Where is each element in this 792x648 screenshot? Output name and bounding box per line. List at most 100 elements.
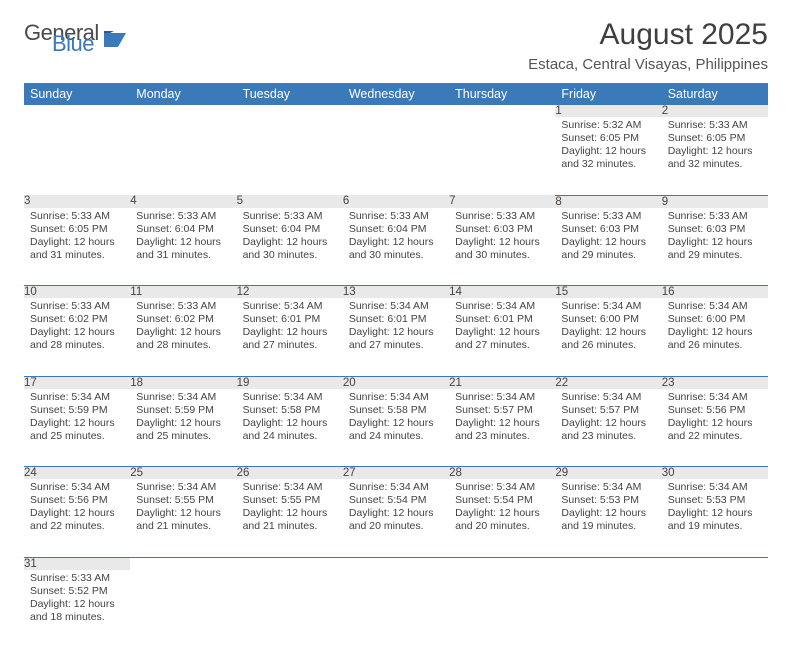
day-details: Sunrise: 5:34 AMSunset: 6:01 PMDaylight:… — [449, 298, 555, 357]
calendar-table: SundayMondayTuesdayWednesdayThursdayFrid… — [24, 83, 768, 648]
day-number-cell: 19 — [237, 376, 343, 389]
sunrise-text: Sunrise: 5:34 AM — [455, 391, 549, 404]
sunset-text: Sunset: 5:58 PM — [243, 404, 337, 417]
sunrise-text: Sunrise: 5:34 AM — [243, 481, 337, 494]
sunset-text: Sunset: 6:02 PM — [30, 313, 124, 326]
day-cell: Sunrise: 5:34 AMSunset: 5:57 PMDaylight:… — [555, 389, 661, 467]
sunset-text: Sunset: 5:58 PM — [349, 404, 443, 417]
day-details: Sunrise: 5:33 AMSunset: 6:04 PMDaylight:… — [130, 208, 236, 267]
day-details: Sunrise: 5:34 AMSunset: 5:53 PMDaylight:… — [555, 479, 661, 538]
day-number-cell: 28 — [449, 467, 555, 480]
day-cell: Sunrise: 5:34 AMSunset: 5:53 PMDaylight:… — [662, 479, 768, 557]
sunset-text: Sunset: 5:53 PM — [561, 494, 655, 507]
day-details: Sunrise: 5:33 AMSunset: 6:05 PMDaylight:… — [24, 208, 130, 267]
daylight-text: Daylight: 12 hours and 30 minutes. — [455, 236, 549, 262]
sunset-text: Sunset: 6:05 PM — [30, 223, 124, 236]
day-number-cell — [343, 105, 449, 117]
sunrise-text: Sunrise: 5:34 AM — [30, 391, 124, 404]
day-number-cell: 24 — [24, 467, 130, 480]
day-number-cell: 31 — [24, 557, 130, 570]
sunrise-text: Sunrise: 5:34 AM — [668, 481, 762, 494]
daylight-text: Daylight: 12 hours and 20 minutes. — [455, 507, 549, 533]
logo: General Blue — [24, 18, 132, 53]
day-number-cell — [343, 557, 449, 570]
day-number-cell: 10 — [24, 286, 130, 299]
day-number-cell: 22 — [555, 376, 661, 389]
day-number-cell: 21 — [449, 376, 555, 389]
daylight-text: Daylight: 12 hours and 23 minutes. — [455, 417, 549, 443]
day-number-cell — [130, 557, 236, 570]
day-details: Sunrise: 5:34 AMSunset: 5:54 PMDaylight:… — [343, 479, 449, 538]
sunrise-text: Sunrise: 5:34 AM — [243, 391, 337, 404]
day-number-cell — [662, 557, 768, 570]
day-number-row: 10111213141516 — [24, 286, 768, 299]
sunset-text: Sunset: 5:53 PM — [668, 494, 762, 507]
day-details: Sunrise: 5:32 AMSunset: 6:05 PMDaylight:… — [555, 117, 661, 176]
day-number-cell: 16 — [662, 286, 768, 299]
day-cell: Sunrise: 5:32 AMSunset: 6:05 PMDaylight:… — [555, 117, 661, 195]
daylight-text: Daylight: 12 hours and 28 minutes. — [136, 326, 230, 352]
sunset-text: Sunset: 6:04 PM — [243, 223, 337, 236]
day-cell: Sunrise: 5:34 AMSunset: 6:00 PMDaylight:… — [662, 298, 768, 376]
day-cell: Sunrise: 5:33 AMSunset: 6:05 PMDaylight:… — [662, 117, 768, 195]
day-details: Sunrise: 5:33 AMSunset: 6:03 PMDaylight:… — [662, 208, 768, 267]
day-cell: Sunrise: 5:34 AMSunset: 5:59 PMDaylight:… — [24, 389, 130, 467]
day-details: Sunrise: 5:34 AMSunset: 5:54 PMDaylight:… — [449, 479, 555, 538]
daylight-text: Daylight: 12 hours and 22 minutes. — [30, 507, 124, 533]
daylight-text: Daylight: 12 hours and 19 minutes. — [561, 507, 655, 533]
sunrise-text: Sunrise: 5:33 AM — [30, 210, 124, 223]
day-number-cell — [449, 557, 555, 570]
daylight-text: Daylight: 12 hours and 27 minutes. — [349, 326, 443, 352]
flag-icon — [104, 31, 132, 51]
day-number-cell: 17 — [24, 376, 130, 389]
day-number-cell: 9 — [662, 195, 768, 208]
day-details: Sunrise: 5:34 AMSunset: 5:56 PMDaylight:… — [24, 479, 130, 538]
logo-text-blue: Blue — [52, 35, 99, 54]
day-content-row: Sunrise: 5:34 AMSunset: 5:59 PMDaylight:… — [24, 389, 768, 467]
day-details: Sunrise: 5:33 AMSunset: 6:04 PMDaylight:… — [237, 208, 343, 267]
daylight-text: Daylight: 12 hours and 31 minutes. — [30, 236, 124, 262]
day-cell — [130, 117, 236, 195]
day-number-row: 12 — [24, 105, 768, 117]
day-number-cell: 11 — [130, 286, 236, 299]
sunrise-text: Sunrise: 5:34 AM — [349, 481, 443, 494]
day-number-cell — [555, 557, 661, 570]
day-number-cell: 8 — [555, 195, 661, 208]
day-cell — [662, 570, 768, 648]
daylight-text: Daylight: 12 hours and 28 minutes. — [30, 326, 124, 352]
day-cell: Sunrise: 5:34 AMSunset: 5:57 PMDaylight:… — [449, 389, 555, 467]
day-cell: Sunrise: 5:34 AMSunset: 5:55 PMDaylight:… — [130, 479, 236, 557]
day-cell — [343, 117, 449, 195]
sunset-text: Sunset: 6:04 PM — [349, 223, 443, 236]
daylight-text: Daylight: 12 hours and 27 minutes. — [455, 326, 549, 352]
day-cell — [237, 570, 343, 648]
title-block: August 2025 Estaca, Central Visayas, Phi… — [528, 18, 768, 73]
day-number-cell: 6 — [343, 195, 449, 208]
day-details: Sunrise: 5:34 AMSunset: 5:58 PMDaylight:… — [237, 389, 343, 448]
daylight-text: Daylight: 12 hours and 29 minutes. — [561, 236, 655, 262]
day-cell: Sunrise: 5:34 AMSunset: 5:56 PMDaylight:… — [24, 479, 130, 557]
sunrise-text: Sunrise: 5:33 AM — [455, 210, 549, 223]
day-details: Sunrise: 5:34 AMSunset: 6:00 PMDaylight:… — [555, 298, 661, 357]
day-number-cell: 25 — [130, 467, 236, 480]
day-cell — [555, 570, 661, 648]
sunrise-text: Sunrise: 5:34 AM — [349, 300, 443, 313]
header: General Blue August 2025 Estaca, Central… — [24, 18, 768, 73]
sunset-text: Sunset: 6:00 PM — [668, 313, 762, 326]
sunrise-text: Sunrise: 5:33 AM — [561, 210, 655, 223]
day-content-row: Sunrise: 5:33 AMSunset: 6:02 PMDaylight:… — [24, 298, 768, 376]
day-number-cell: 1 — [555, 105, 661, 117]
sunrise-text: Sunrise: 5:34 AM — [455, 300, 549, 313]
day-number-cell: 27 — [343, 467, 449, 480]
day-cell: Sunrise: 5:33 AMSunset: 6:02 PMDaylight:… — [24, 298, 130, 376]
day-number-row: 24252627282930 — [24, 467, 768, 480]
day-cell: Sunrise: 5:34 AMSunset: 5:56 PMDaylight:… — [662, 389, 768, 467]
sunrise-text: Sunrise: 5:34 AM — [455, 481, 549, 494]
sunrise-text: Sunrise: 5:34 AM — [349, 391, 443, 404]
day-details: Sunrise: 5:33 AMSunset: 6:05 PMDaylight:… — [662, 117, 768, 176]
day-cell: Sunrise: 5:34 AMSunset: 6:00 PMDaylight:… — [555, 298, 661, 376]
sunset-text: Sunset: 5:56 PM — [30, 494, 124, 507]
day-details: Sunrise: 5:33 AMSunset: 6:02 PMDaylight:… — [130, 298, 236, 357]
sunrise-text: Sunrise: 5:33 AM — [243, 210, 337, 223]
day-number-cell: 4 — [130, 195, 236, 208]
